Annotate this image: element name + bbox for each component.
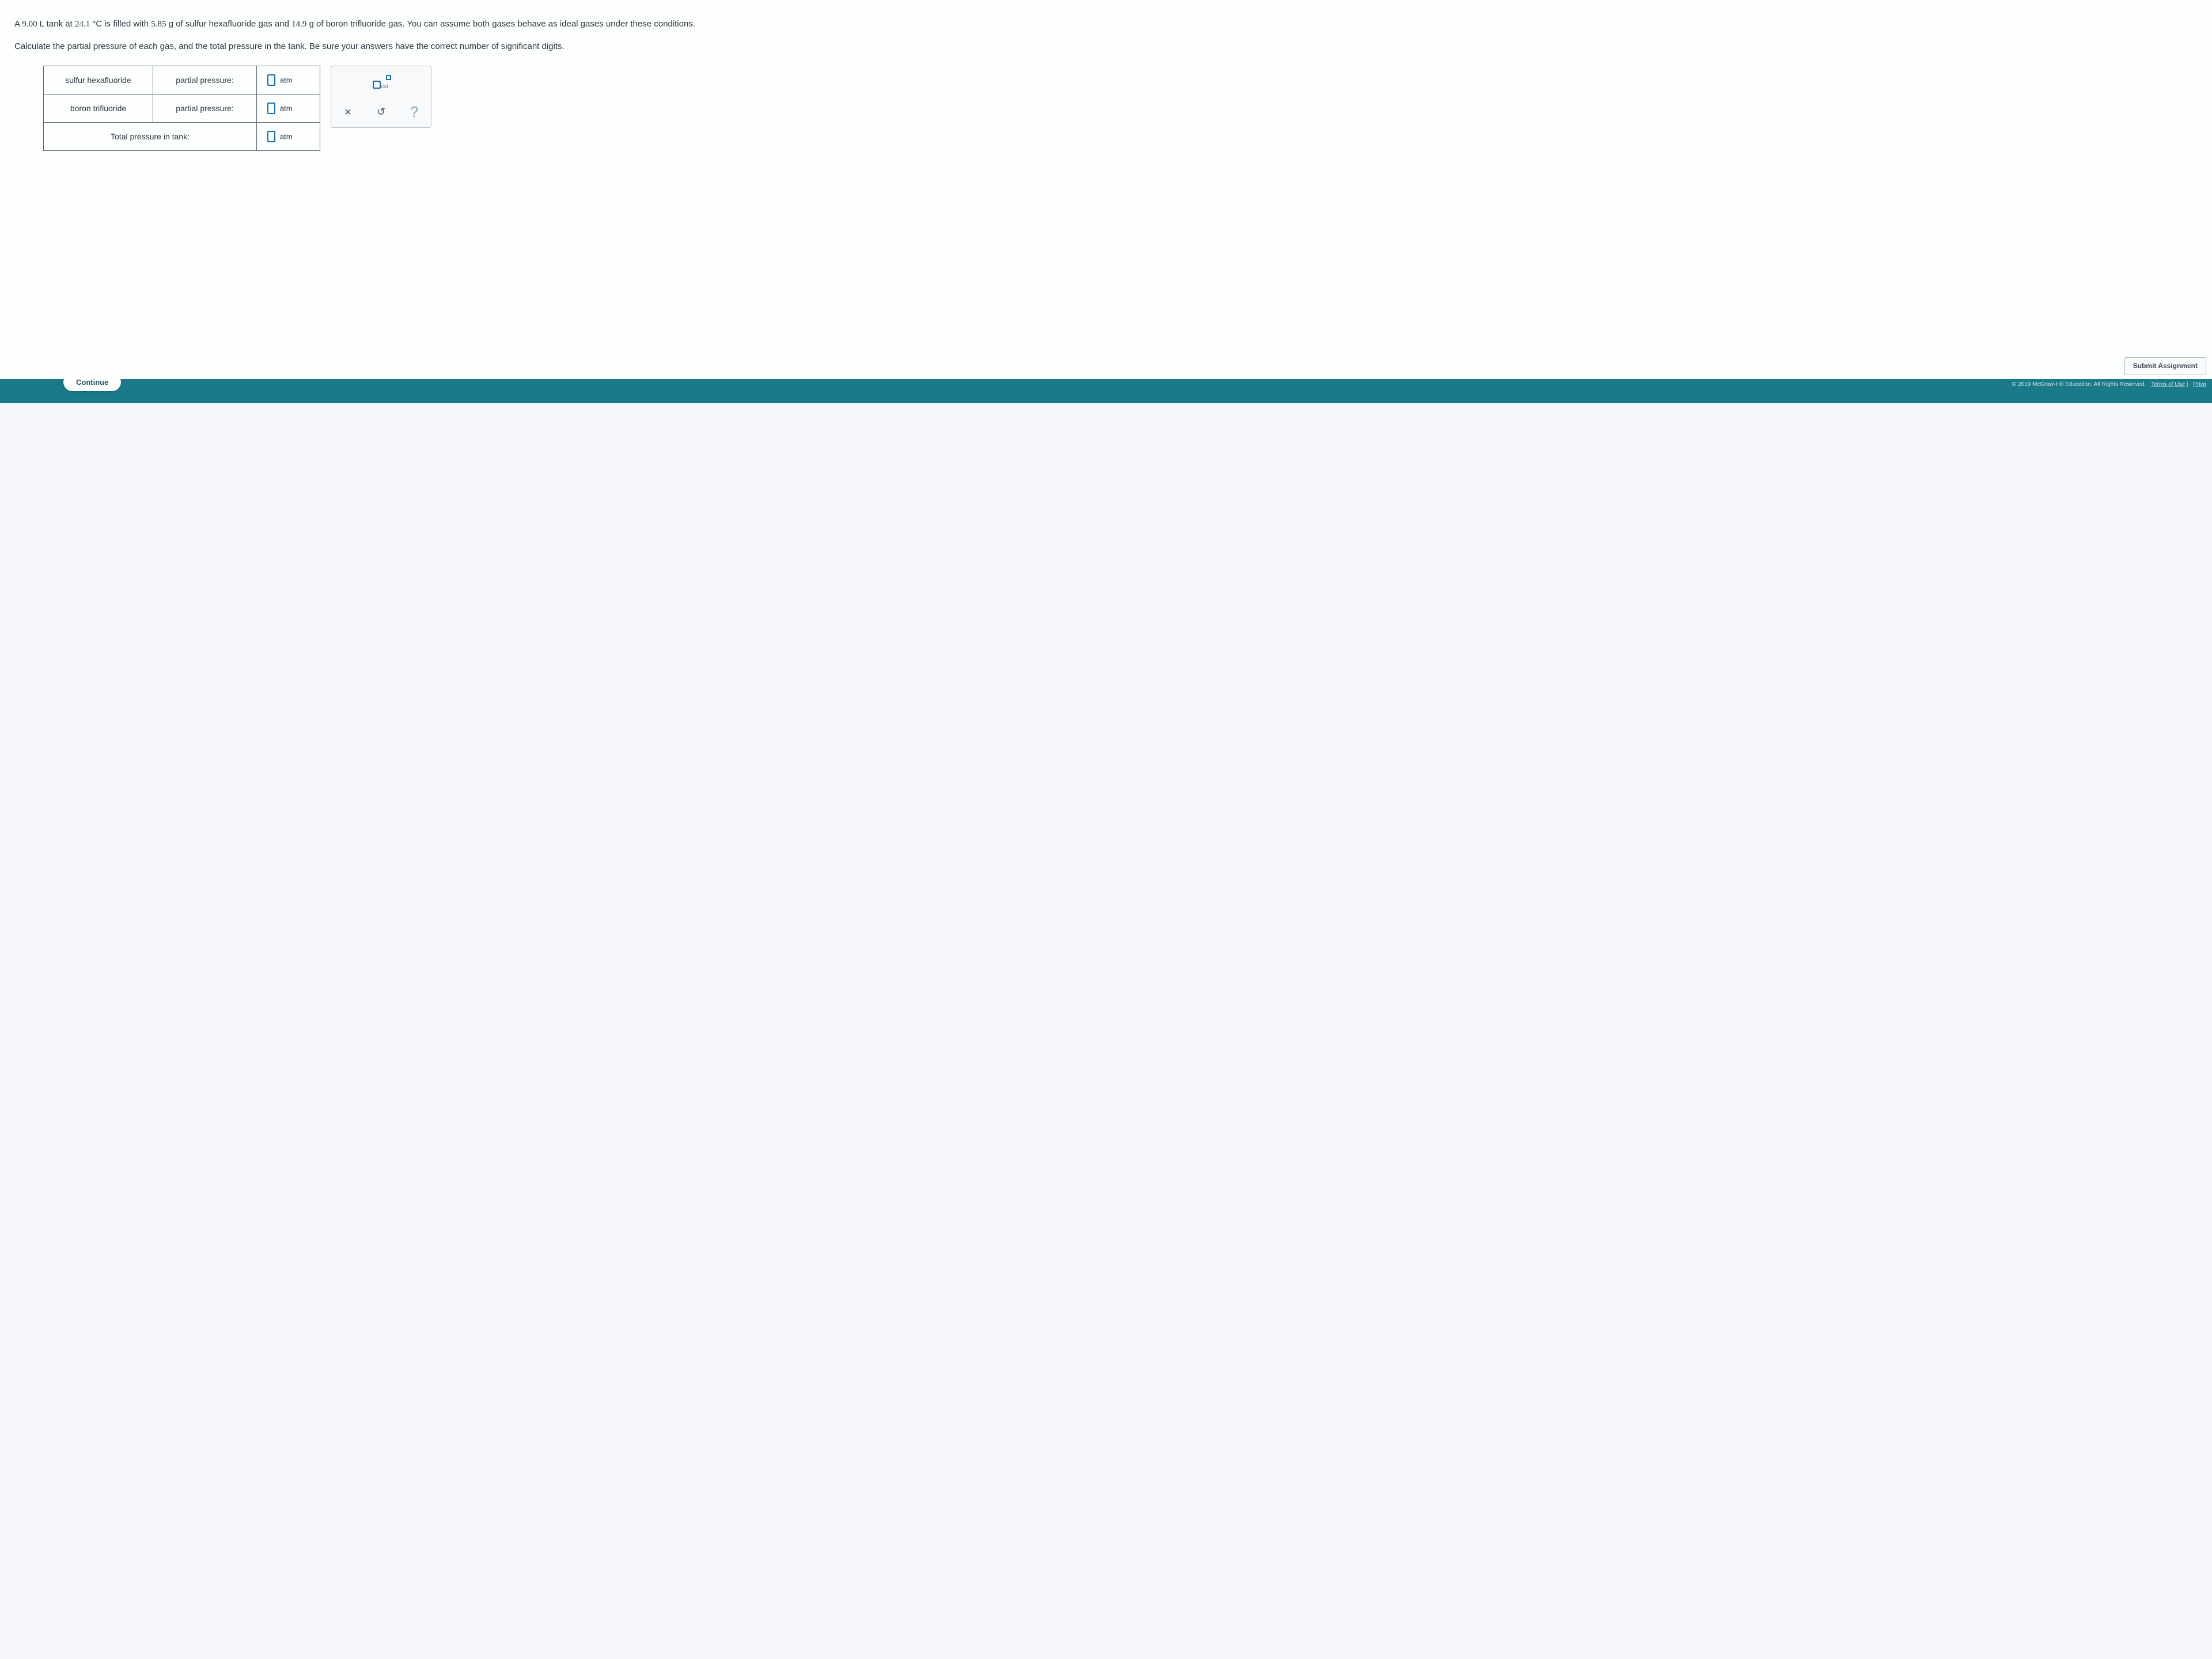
question-page: A 9.00 L tank at 24.1 °C is filled with … (0, 0, 2212, 403)
table-row: Total pressure in tank: atm (44, 123, 320, 151)
continue-button[interactable]: Continue (63, 373, 121, 391)
table-row: boron trifluoride partial pressure: atm (44, 94, 320, 123)
answer-input[interactable] (267, 103, 275, 114)
text: A (14, 19, 22, 29)
divider: | (2187, 381, 2190, 388)
x-icon: ✕ (344, 107, 351, 118)
problem-statement: A 9.00 L tank at 24.1 °C is filled with … (14, 17, 2198, 31)
submit-row: Submit Assignment (0, 357, 2212, 379)
answer-cell: atm (257, 94, 320, 123)
unit-label: atm (280, 76, 293, 85)
tool-panel: x10 ✕ ↺ ? (331, 66, 431, 128)
value-mass-bf3: 14.9 (291, 20, 306, 29)
terms-link[interactable]: Terms of Use (2151, 381, 2185, 388)
privacy-link[interactable]: Priva (2193, 381, 2206, 388)
gas-name: sulfur hexafluoride (44, 66, 153, 94)
answer-cell: atm (257, 123, 320, 151)
total-label: Total pressure in tank: (44, 123, 257, 151)
value-volume: 9.00 (22, 20, 37, 29)
copyright-text: © 2019 McGraw-Hill Education. All Rights… (2012, 381, 2146, 388)
table-row: sulfur hexafluoride partial pressure: at… (44, 66, 320, 94)
text: L tank at (37, 19, 75, 29)
answer-input[interactable] (267, 74, 275, 86)
answer-table: sulfur hexafluoride partial pressure: at… (43, 66, 320, 151)
instruction-text: Calculate the partial pressure of each g… (14, 41, 2198, 51)
reset-icon: ↺ (377, 106, 385, 118)
footer-bar: Continue © 2019 McGraw-Hill Education. A… (0, 379, 2212, 403)
copyright: © 2019 McGraw-Hill Education. All Rights… (2012, 381, 2206, 388)
quantity-label: partial pressure: (153, 94, 257, 123)
work-area: sulfur hexafluoride partial pressure: at… (43, 66, 2198, 151)
help-button[interactable]: ? (397, 97, 431, 127)
bottom-bar: Submit Assignment Continue © 2019 McGraw… (0, 357, 2212, 403)
text: g of boron trifluoride gas. You can assu… (306, 19, 695, 29)
submit-assignment-button[interactable]: Submit Assignment (2124, 357, 2206, 374)
value-temperature: 24.1 (75, 20, 90, 29)
text: °C is filled with (90, 19, 151, 29)
reset-button[interactable]: ↺ (365, 97, 398, 127)
value-mass-sf6: 5.85 (151, 20, 166, 29)
answer-cell: atm (257, 66, 320, 94)
gas-name: boron trifluoride (44, 94, 153, 123)
scientific-notation-icon: x10 (373, 75, 390, 89)
quantity-label: partial pressure: (153, 66, 257, 94)
scientific-notation-button[interactable]: x10 (331, 66, 431, 97)
answer-input[interactable] (267, 131, 275, 142)
help-icon: ? (410, 103, 418, 121)
unit-label: atm (280, 104, 293, 113)
clear-button[interactable]: ✕ (331, 97, 365, 127)
text: g of sulfur hexafluoride gas and (166, 19, 291, 29)
unit-label: atm (280, 132, 293, 141)
